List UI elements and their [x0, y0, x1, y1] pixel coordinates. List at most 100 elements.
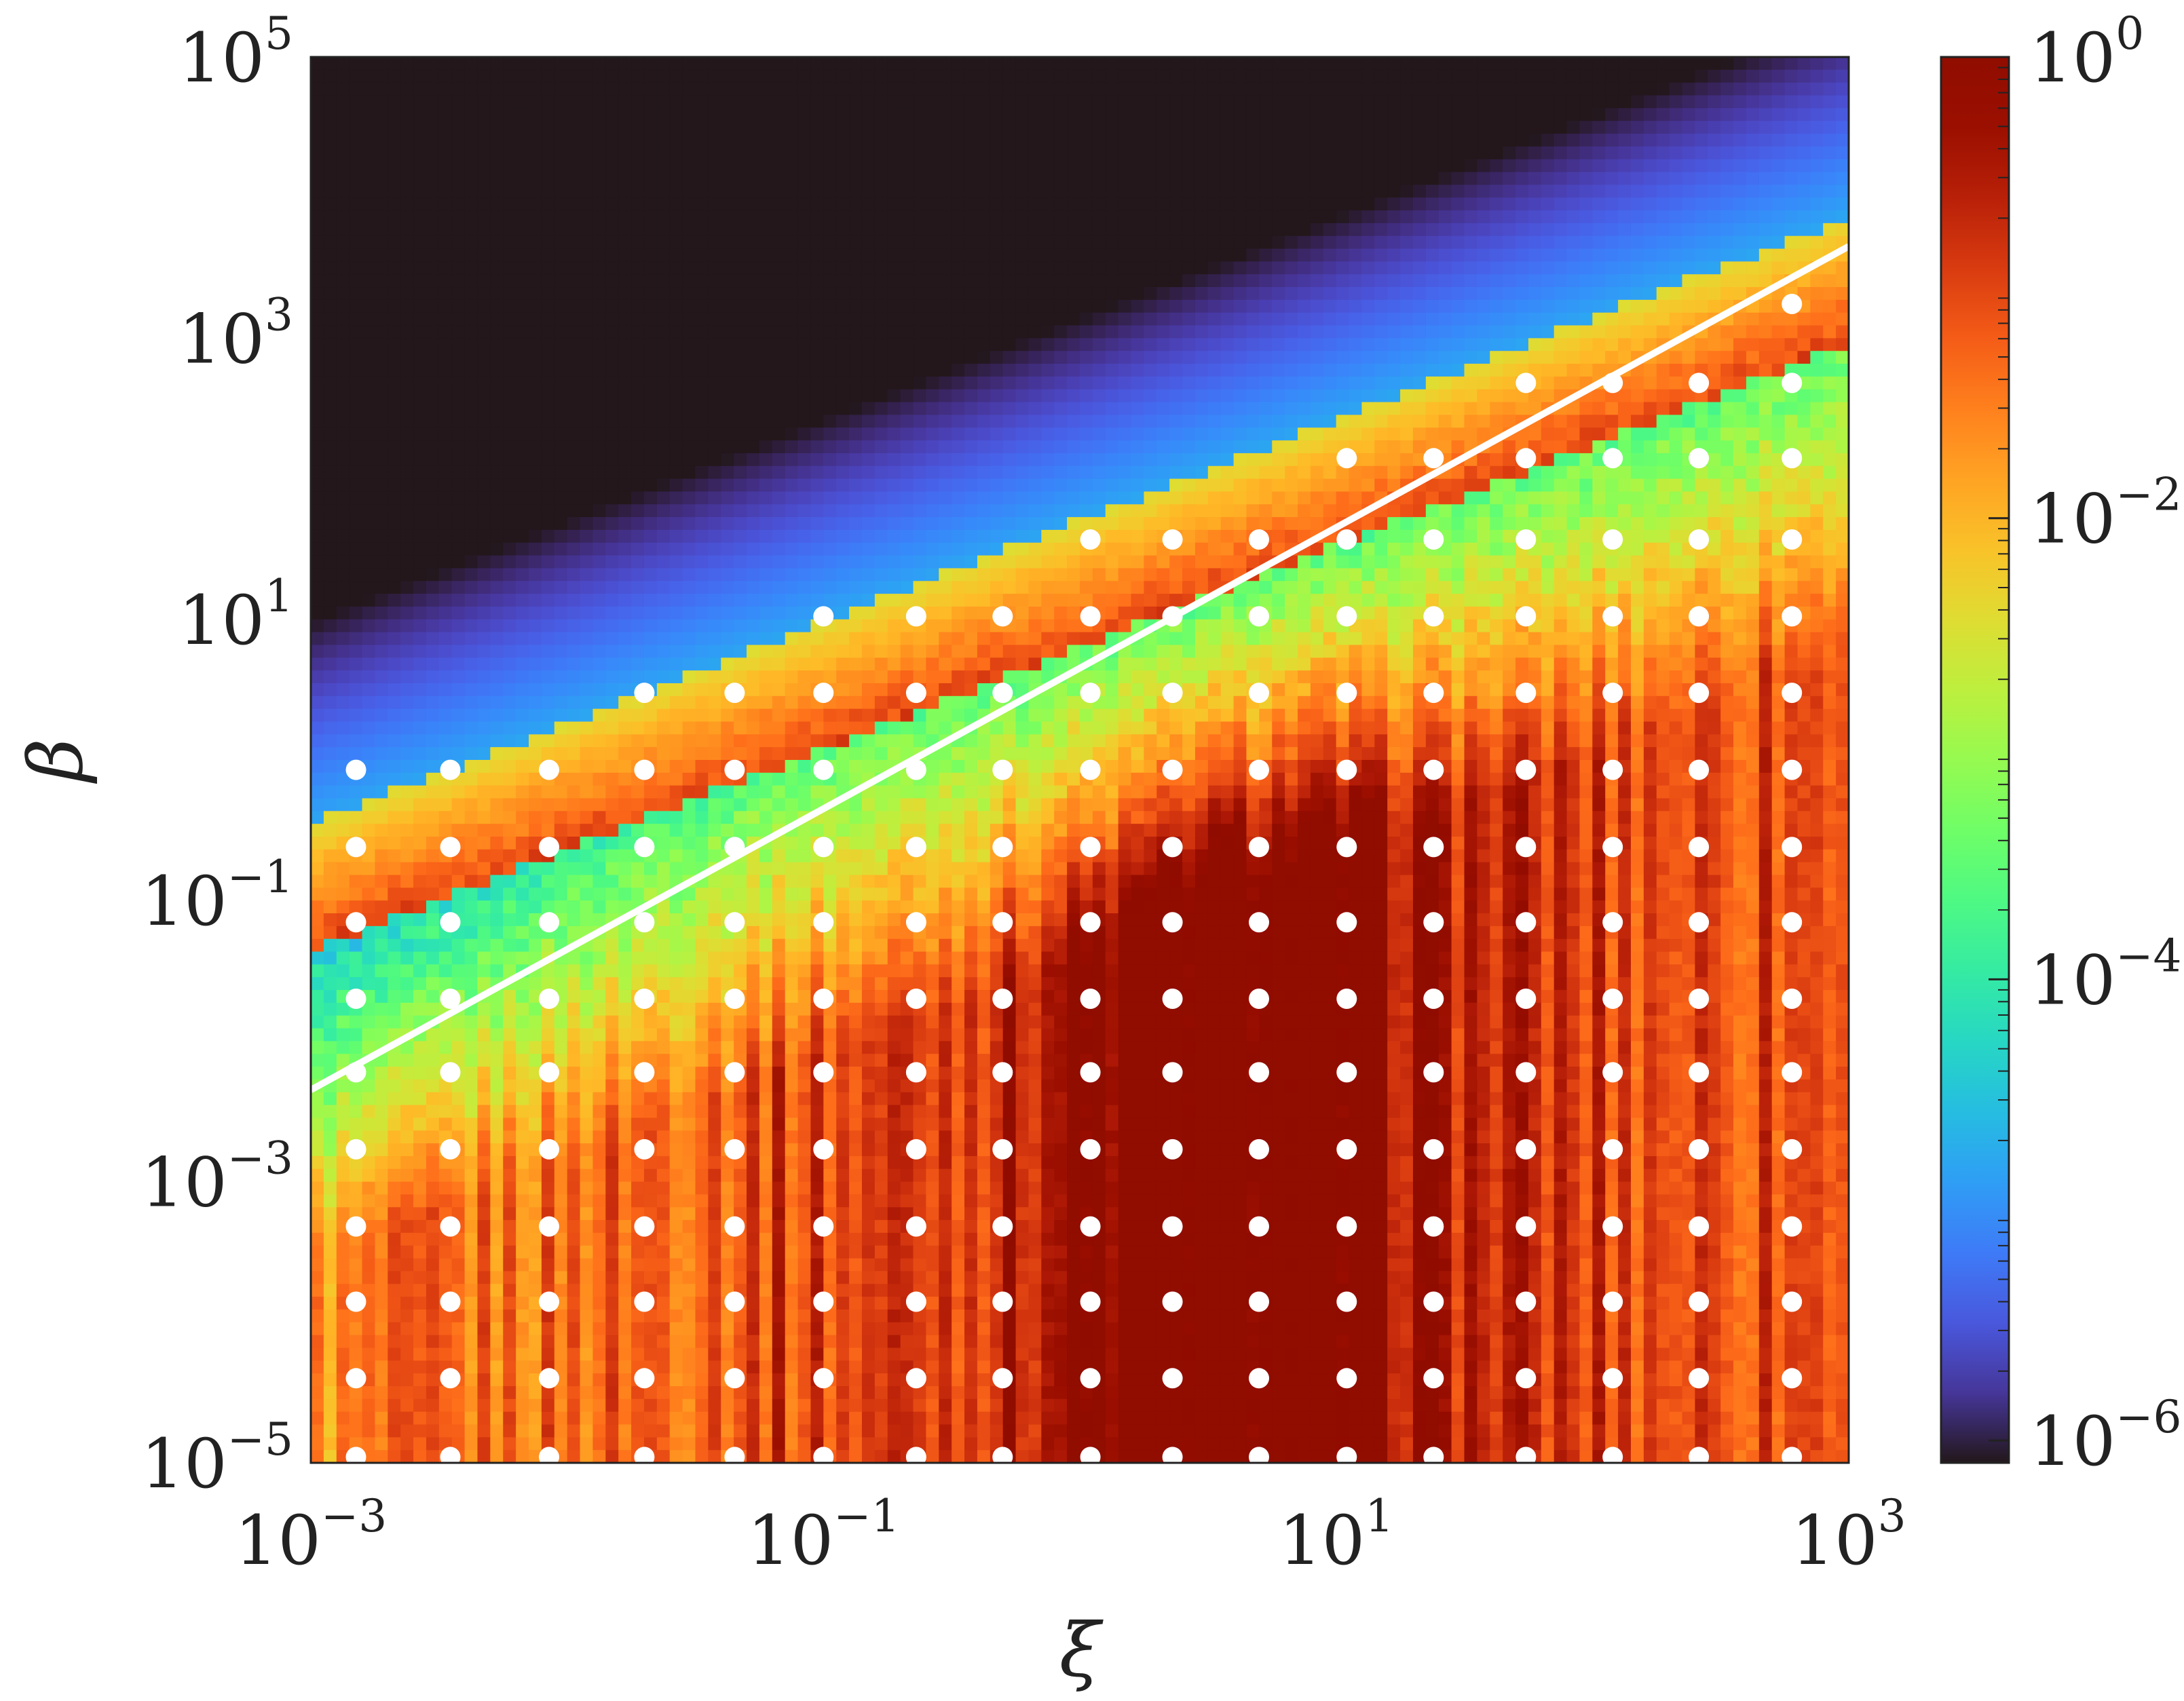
heatmap-cell — [1272, 299, 1285, 313]
heatmap-cell — [1643, 108, 1657, 121]
heatmap-cell — [1118, 223, 1132, 237]
heatmap-cell — [1630, 108, 1644, 121]
heatmap-cell — [1067, 415, 1080, 429]
heatmap-cell — [311, 95, 324, 109]
heatmap-cell — [1169, 210, 1183, 224]
heatmap-cell — [631, 351, 645, 364]
heatmap-cell — [1272, 95, 1285, 109]
heatmap-cell — [1464, 427, 1478, 441]
heatmap-cell — [1259, 427, 1273, 441]
heatmap-cell — [413, 581, 427, 594]
heatmap-cell — [656, 261, 671, 275]
heatmap-cell — [849, 235, 863, 250]
heatmap-cell — [1412, 223, 1427, 237]
heatmap-cell — [1041, 146, 1055, 160]
heatmap-cell — [861, 555, 876, 569]
heatmap-cell — [1490, 504, 1503, 518]
heatmap-cell — [1131, 581, 1145, 594]
heatmap-cell — [1015, 235, 1030, 250]
heatmap-cell — [1541, 172, 1555, 186]
heatmap-cell — [1041, 504, 1055, 518]
heatmap-cell — [426, 542, 440, 556]
heatmap-cell — [541, 389, 555, 403]
heatmap-cell — [1220, 223, 1235, 237]
heatmap-cell — [1194, 274, 1209, 288]
heatmap-cell — [1566, 287, 1581, 301]
heatmap-cell — [1618, 351, 1632, 364]
heatmap-cell — [1554, 312, 1568, 326]
heatmap-cell — [605, 478, 619, 493]
heatmap-cell — [1438, 478, 1452, 493]
heatmap-cell — [451, 325, 466, 339]
heatmap-cell — [1144, 287, 1158, 301]
heatmap-cell — [580, 185, 594, 198]
heatmap-cell — [695, 376, 709, 390]
heatmap-cell — [695, 440, 709, 454]
heatmap-cell — [1041, 389, 1055, 403]
heatmap-cell — [1438, 223, 1452, 237]
heatmap-cell — [1118, 159, 1132, 173]
heatmap-cell — [1836, 453, 1849, 467]
heatmap-cell — [464, 517, 478, 531]
heatmap-cell — [323, 440, 337, 454]
heatmap-cell — [323, 529, 337, 543]
heatmap-cell — [1733, 465, 1747, 480]
heatmap-cell — [375, 197, 389, 211]
heatmap-cell — [413, 287, 427, 301]
heatmap-cell — [516, 210, 529, 224]
heatmap-cell — [1515, 338, 1529, 352]
heatmap-cell — [1797, 248, 1811, 263]
heatmap-cell — [1464, 312, 1478, 326]
heatmap-cell — [836, 185, 850, 198]
heatmap-cell — [1015, 427, 1030, 441]
heatmap-cell — [1425, 325, 1439, 339]
heatmap-cell — [1630, 504, 1644, 518]
heatmap-cell — [618, 121, 632, 134]
heatmap-cell — [772, 568, 786, 582]
heatmap-cell — [990, 427, 1004, 441]
heatmap-cell — [1669, 517, 1683, 531]
heatmap-cell — [1323, 82, 1337, 96]
heatmap-cell — [926, 581, 940, 594]
heatmap-cell — [772, 453, 786, 467]
heatmap-cell — [1503, 95, 1516, 109]
heatmap-cell — [1503, 287, 1516, 301]
heatmap-cell — [1182, 287, 1196, 301]
heatmap-cell — [336, 248, 350, 263]
heatmap-cell — [1144, 376, 1158, 390]
heatmap-cell — [400, 134, 414, 147]
heatmap-cell — [1412, 338, 1427, 352]
heatmap-cell — [990, 95, 1004, 109]
heatmap-cell — [1554, 274, 1568, 288]
heatmap-cell — [529, 351, 542, 364]
heatmap-cell — [952, 146, 965, 160]
heatmap-cell — [1566, 82, 1581, 96]
heatmap-cell — [1720, 287, 1734, 301]
heatmap-cell — [1758, 274, 1773, 288]
heatmap-cell — [1720, 185, 1734, 198]
heatmap-cell — [1374, 261, 1388, 275]
heatmap-cell — [1182, 235, 1196, 250]
heatmap-cell — [682, 581, 696, 594]
heatmap-cell — [1144, 581, 1158, 594]
heatmap-cell — [656, 504, 671, 518]
heatmap-cell — [413, 95, 427, 109]
heatmap-cell — [1285, 57, 1298, 71]
heatmap-cell — [413, 121, 427, 134]
heatmap-cell — [1387, 69, 1401, 83]
heatmap-cell — [1361, 261, 1376, 275]
heatmap-cell — [861, 287, 876, 301]
heatmap-cell — [1080, 69, 1093, 83]
heatmap-cell — [747, 581, 760, 594]
heatmap-cell — [836, 415, 850, 429]
heatmap-cell — [1464, 185, 1478, 198]
heatmap-cell — [1810, 453, 1824, 467]
heatmap-cell — [1592, 248, 1606, 263]
heatmap-cell — [1592, 453, 1606, 467]
heatmap-cell — [605, 69, 619, 83]
heatmap-cell — [1298, 568, 1311, 582]
heatmap-cell — [1541, 376, 1555, 390]
heatmap-cell — [477, 248, 491, 263]
heatmap-cell — [1285, 389, 1298, 403]
heatmap-cell — [1336, 146, 1350, 160]
